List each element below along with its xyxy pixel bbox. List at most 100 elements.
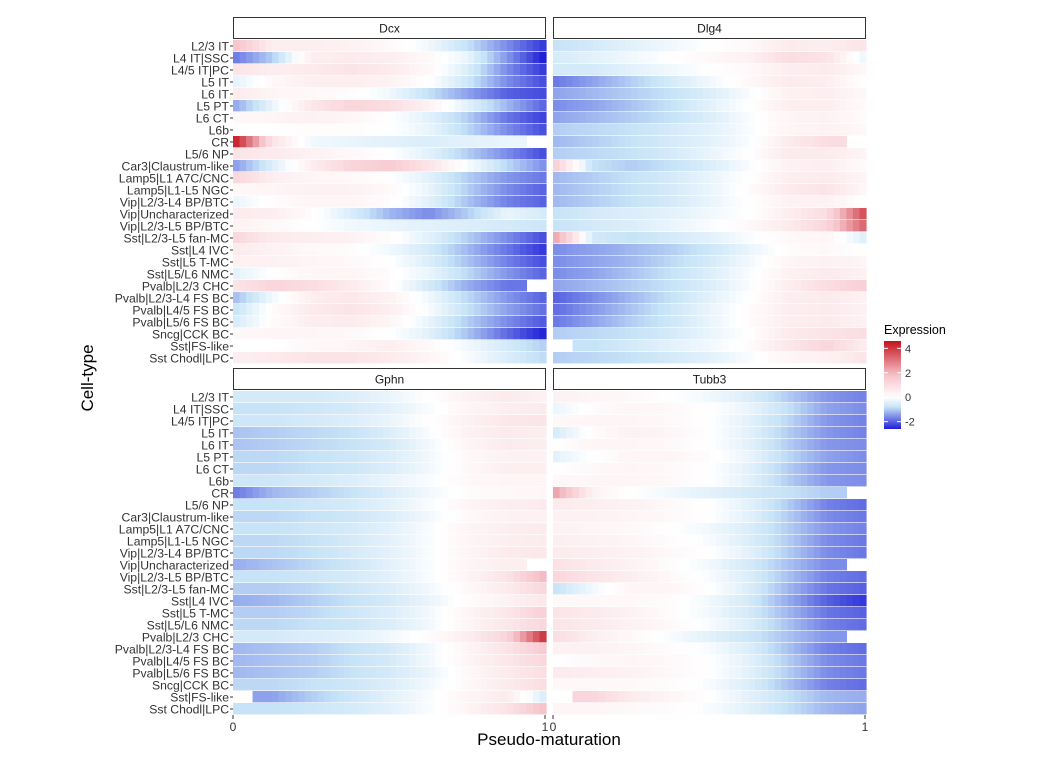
heatmap-cell bbox=[539, 679, 547, 691]
heatmap-cell bbox=[233, 136, 241, 148]
heatmap-cell bbox=[467, 415, 475, 427]
heatmap-cell bbox=[826, 304, 834, 316]
heatmap-cell bbox=[363, 619, 371, 631]
heatmap-cell bbox=[506, 559, 514, 571]
heatmap-cell bbox=[506, 232, 514, 244]
heatmap-cell bbox=[330, 52, 338, 64]
heatmap-cell bbox=[572, 391, 580, 403]
heatmap-cell bbox=[233, 208, 241, 220]
heatmap-cell bbox=[474, 607, 482, 619]
heatmap-cell bbox=[454, 52, 462, 64]
heatmap-cell bbox=[722, 64, 730, 76]
heatmap-cell bbox=[337, 328, 345, 340]
heatmap-cell bbox=[735, 88, 743, 100]
heatmap-cell bbox=[233, 220, 241, 232]
heatmap-cell bbox=[722, 619, 730, 631]
heatmap-cell bbox=[513, 415, 521, 427]
heatmap-cell bbox=[311, 184, 319, 196]
heatmap-cell bbox=[722, 244, 730, 256]
heatmap-row bbox=[233, 352, 547, 364]
heatmap-cell bbox=[317, 475, 325, 487]
heatmap-cell bbox=[559, 100, 567, 112]
heatmap-cell bbox=[435, 316, 443, 328]
heatmap-cell bbox=[650, 268, 658, 280]
heatmap-cell bbox=[330, 415, 338, 427]
heatmap-cell bbox=[526, 619, 534, 631]
heatmap-cell bbox=[409, 667, 417, 679]
heatmap-cell bbox=[631, 136, 639, 148]
heatmap-cell bbox=[474, 583, 482, 595]
heatmap-cell bbox=[376, 352, 384, 364]
heatmap-cell bbox=[493, 124, 501, 136]
heatmap-cell bbox=[624, 571, 632, 583]
heatmap-cell bbox=[441, 340, 449, 352]
heatmap-cell bbox=[233, 172, 241, 184]
heatmap-cell bbox=[343, 100, 351, 112]
heatmap-cell bbox=[259, 679, 267, 691]
heatmap-cell bbox=[493, 220, 501, 232]
heatmap-cell bbox=[657, 232, 665, 244]
heatmap-cell bbox=[500, 292, 508, 304]
heatmap-cell bbox=[343, 232, 351, 244]
heatmap-cell bbox=[696, 427, 704, 439]
heatmap-cell bbox=[598, 184, 606, 196]
heatmap-cell bbox=[670, 64, 678, 76]
heatmap-cell bbox=[402, 427, 410, 439]
heatmap-cell bbox=[748, 304, 756, 316]
heatmap-cell bbox=[611, 40, 619, 52]
heatmap-cell bbox=[716, 523, 724, 535]
heatmap-cell bbox=[428, 451, 436, 463]
heatmap-row bbox=[553, 292, 867, 304]
heatmap-cell bbox=[285, 220, 293, 232]
heatmap-cell bbox=[748, 220, 756, 232]
heatmap-cell bbox=[800, 352, 808, 364]
heatmap-cell bbox=[506, 316, 514, 328]
heatmap-cell bbox=[376, 184, 384, 196]
heatmap-cell bbox=[298, 691, 306, 703]
heatmap-cell bbox=[572, 619, 580, 631]
heatmap-cell bbox=[644, 88, 652, 100]
heatmap-cell bbox=[657, 439, 665, 451]
heatmap-cell bbox=[389, 559, 397, 571]
heatmap-cell bbox=[657, 559, 665, 571]
heatmap-cell bbox=[859, 451, 867, 463]
heatmap-cell bbox=[402, 280, 410, 292]
heatmap-cell bbox=[376, 415, 384, 427]
heatmap-cell bbox=[356, 64, 365, 76]
heatmap-cell bbox=[605, 136, 613, 148]
heatmap-cell bbox=[683, 208, 691, 220]
heatmap-cell bbox=[519, 463, 528, 475]
heatmap-row bbox=[553, 352, 867, 364]
heatmap-cell bbox=[448, 667, 456, 679]
heatmap-cell bbox=[742, 40, 750, 52]
heatmap-cell bbox=[487, 196, 495, 208]
heatmap-cell bbox=[663, 256, 671, 268]
heatmap-cell bbox=[611, 268, 619, 280]
heatmap-cell bbox=[650, 328, 658, 340]
heatmap-cell bbox=[311, 88, 319, 100]
heatmap-cell bbox=[435, 52, 443, 64]
heatmap-cell bbox=[572, 340, 580, 352]
heatmap-cell bbox=[474, 328, 482, 340]
heatmap-cell bbox=[278, 427, 286, 439]
heatmap-cell bbox=[539, 328, 547, 340]
heatmap-cell bbox=[800, 184, 808, 196]
heatmap-cell bbox=[631, 415, 639, 427]
heatmap-cell bbox=[389, 328, 397, 340]
heatmap-cell bbox=[454, 316, 462, 328]
heatmap-cell bbox=[356, 352, 365, 364]
heatmap-cell bbox=[852, 571, 861, 583]
heatmap-cell bbox=[826, 316, 834, 328]
heatmap-cell bbox=[735, 100, 743, 112]
heatmap-cell bbox=[839, 88, 848, 100]
heatmap-cell bbox=[820, 304, 828, 316]
heatmap-cell bbox=[729, 607, 737, 619]
heatmap-cell bbox=[435, 703, 443, 715]
heatmap-cell bbox=[532, 88, 541, 100]
heatmap-cell bbox=[519, 340, 528, 352]
heatmap-cell bbox=[807, 340, 815, 352]
heatmap-cell bbox=[702, 463, 711, 475]
heatmap-cell bbox=[702, 160, 711, 172]
heatmap-cell bbox=[324, 316, 332, 328]
heatmap-cell bbox=[539, 256, 547, 268]
